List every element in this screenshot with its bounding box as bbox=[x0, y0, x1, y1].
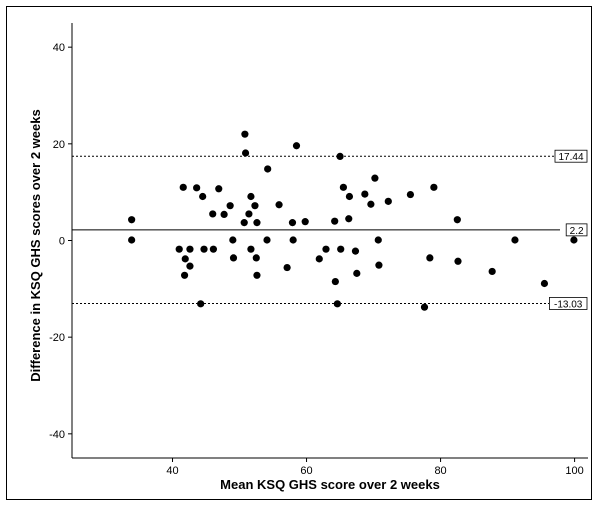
data-point bbox=[193, 184, 201, 192]
data-point bbox=[367, 200, 375, 208]
data-point bbox=[384, 197, 392, 205]
data-point bbox=[199, 192, 207, 201]
data-point bbox=[488, 267, 496, 276]
data-point bbox=[289, 236, 297, 244]
data-point bbox=[331, 277, 339, 286]
data-point bbox=[200, 245, 208, 253]
data-point bbox=[275, 201, 283, 209]
data-point bbox=[283, 263, 291, 272]
x-tick-label: 100 bbox=[565, 465, 583, 477]
data-point bbox=[247, 245, 255, 253]
data-point bbox=[337, 245, 345, 253]
data-point bbox=[264, 165, 272, 173]
data-point bbox=[226, 202, 234, 210]
reference-label-box bbox=[554, 149, 588, 163]
data-point bbox=[209, 210, 217, 218]
data-point bbox=[215, 185, 223, 193]
data-point bbox=[220, 210, 228, 218]
x-axis-title: Mean KSQ GHS score over 2 weeks bbox=[220, 477, 440, 492]
data-point bbox=[179, 183, 187, 191]
data-point bbox=[245, 210, 253, 218]
data-point bbox=[241, 149, 250, 157]
reference-label-box bbox=[549, 297, 588, 310]
reference-label: 17.44 bbox=[558, 152, 583, 163]
data-point bbox=[240, 219, 248, 227]
data-point bbox=[180, 271, 189, 279]
data-point bbox=[540, 279, 549, 288]
data-point bbox=[430, 183, 438, 191]
x-tick-label: 40 bbox=[166, 465, 178, 477]
data-point bbox=[511, 236, 519, 244]
data-point bbox=[229, 236, 237, 244]
data-point bbox=[331, 217, 339, 225]
reference-label-box bbox=[565, 223, 588, 237]
x-tick-label: 80 bbox=[434, 465, 446, 477]
data-point bbox=[570, 236, 578, 244]
data-point bbox=[322, 245, 330, 253]
reference-label: 2.2 bbox=[570, 226, 584, 237]
data-point bbox=[345, 215, 353, 223]
data-point bbox=[371, 174, 379, 182]
data-point bbox=[301, 218, 309, 226]
data-point bbox=[374, 236, 382, 244]
data-point bbox=[252, 254, 260, 262]
axes: 40 60 80 100 -40 -20 0 20 40 bbox=[49, 23, 588, 477]
reference-lines: 17.44 2.2 -13.03 bbox=[72, 149, 588, 310]
data-point bbox=[253, 219, 261, 227]
y-tick-label: 40 bbox=[53, 42, 65, 54]
data-point bbox=[241, 130, 249, 138]
chart-frame bbox=[6, 6, 592, 500]
data-point bbox=[288, 219, 297, 227]
y-tick-label: -20 bbox=[49, 332, 65, 344]
data-point bbox=[339, 183, 348, 191]
data-point bbox=[229, 254, 238, 262]
x-tick-label: 60 bbox=[300, 465, 312, 477]
data-point bbox=[263, 236, 271, 244]
data-points bbox=[128, 130, 578, 311]
data-point bbox=[426, 254, 434, 262]
data-point bbox=[209, 245, 217, 253]
data-point bbox=[251, 202, 259, 210]
data-point bbox=[336, 152, 344, 160]
data-point bbox=[181, 255, 189, 263]
data-point bbox=[333, 300, 341, 308]
data-point bbox=[128, 216, 136, 224]
y-axis-title: Difference in KSQ GHS scores over 2 week… bbox=[28, 109, 43, 381]
data-point bbox=[351, 247, 360, 255]
reference-label: -13.03 bbox=[554, 299, 583, 310]
data-point bbox=[186, 262, 194, 270]
data-point bbox=[292, 142, 301, 150]
y-tick-label: 0 bbox=[59, 236, 65, 248]
y-tick-label: -40 bbox=[49, 429, 65, 441]
data-point bbox=[454, 257, 462, 265]
data-point bbox=[315, 255, 323, 263]
data-point bbox=[353, 269, 361, 277]
data-point bbox=[406, 190, 415, 199]
data-point bbox=[453, 216, 461, 224]
data-point bbox=[420, 303, 429, 311]
data-point bbox=[186, 245, 194, 253]
data-point bbox=[128, 236, 136, 244]
data-point bbox=[345, 192, 354, 201]
y-tick-label: 20 bbox=[53, 139, 65, 151]
data-point bbox=[197, 300, 205, 308]
data-point bbox=[361, 190, 369, 198]
data-point bbox=[253, 271, 261, 279]
data-point bbox=[375, 261, 383, 269]
data-point bbox=[247, 192, 255, 201]
data-point bbox=[175, 245, 183, 253]
